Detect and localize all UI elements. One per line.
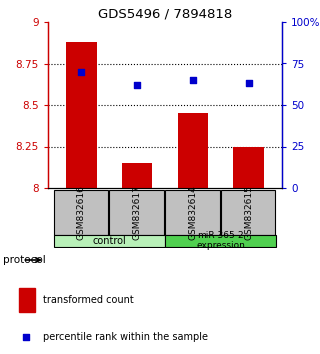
- Bar: [165, 235, 276, 247]
- Text: GSM832614: GSM832614: [188, 185, 197, 240]
- Bar: [66, 42, 97, 188]
- Point: [190, 77, 196, 83]
- Bar: [165, 190, 220, 235]
- Bar: [53, 190, 108, 235]
- Bar: [109, 190, 164, 235]
- Text: GSM832615: GSM832615: [244, 185, 253, 240]
- Text: GSM832616: GSM832616: [77, 185, 86, 240]
- Point: [24, 335, 29, 340]
- Title: GDS5496 / 7894818: GDS5496 / 7894818: [98, 8, 232, 21]
- Text: transformed count: transformed count: [43, 295, 133, 305]
- Text: miR-365-2
expression: miR-365-2 expression: [196, 231, 245, 251]
- Point: [246, 81, 251, 86]
- Text: percentile rank within the sample: percentile rank within the sample: [43, 332, 208, 342]
- Bar: [53, 235, 165, 247]
- Bar: [233, 147, 264, 188]
- Point: [79, 69, 84, 75]
- Bar: [178, 113, 208, 188]
- Bar: [19, 288, 35, 312]
- Text: GSM832617: GSM832617: [133, 185, 142, 240]
- Text: protocol: protocol: [3, 255, 46, 265]
- Bar: [221, 190, 275, 235]
- Text: control: control: [92, 236, 126, 246]
- Point: [135, 82, 140, 88]
- Bar: [122, 163, 152, 188]
